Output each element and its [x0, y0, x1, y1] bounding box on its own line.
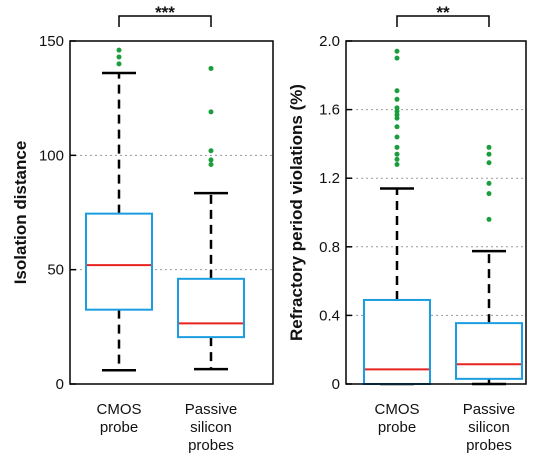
plot-frame [345, 40, 527, 385]
outlier-point [116, 47, 122, 53]
outlier-point [208, 65, 214, 71]
iqr-box [177, 277, 245, 339]
significance-label: *** [155, 3, 175, 22]
outlier-point [394, 112, 400, 118]
significance-bracket [118, 15, 212, 27]
outlier-point [394, 96, 400, 102]
category-label-line: CMOS [375, 401, 420, 418]
category-label: CMOS probe [375, 401, 420, 436]
iqr-box [363, 298, 431, 385]
panel-isolation-distance: 0 50 100 150 CMOS probe Passive silicon probes Is… [11, 3, 274, 454]
outlier-point [394, 115, 400, 121]
outlier-point [394, 156, 400, 162]
outlier-point [394, 48, 400, 54]
y-tick-label: 150 [39, 33, 64, 50]
outlier-point [394, 124, 400, 130]
y-tick-label: 100 [39, 147, 64, 164]
category-label-line: CMOS [97, 401, 142, 418]
y-tick-label: 1.6 [319, 102, 340, 119]
y-tick-label: 0 [56, 376, 64, 393]
y-tick-label: 0.8 [319, 239, 340, 256]
outlier-point [394, 108, 400, 114]
category-label-line: probe [378, 419, 416, 436]
category-label-line: silicon [190, 419, 232, 436]
outlier-point [486, 151, 492, 157]
outlier-point [208, 109, 214, 115]
category-label: CMOS probe [97, 401, 142, 436]
outlier-point [208, 157, 214, 163]
outlier-point [394, 134, 400, 140]
y-axis-title: Isolation distance [11, 141, 30, 285]
category-label-line: silicon [468, 419, 510, 436]
outlier-point [394, 88, 400, 94]
outlier-point [394, 55, 400, 61]
category-label-line: Passive [463, 401, 516, 418]
outlier-point [394, 161, 400, 167]
category-label-line: Passive [185, 401, 238, 418]
outlier-point [116, 61, 122, 67]
outlier-point [394, 105, 400, 111]
y-tick-label: 0 [332, 376, 340, 393]
category-label: Passive silicon probes [185, 401, 238, 454]
outlier-point [486, 191, 492, 197]
y-tick-label: 2.0 [319, 33, 340, 50]
iqr-box [85, 212, 153, 311]
plot-frame [69, 40, 274, 385]
outlier-point [486, 216, 492, 222]
outlier-point [208, 161, 214, 167]
y-tick-label: 1.2 [319, 170, 340, 187]
outlier-point [394, 144, 400, 150]
category-label: Passive silicon probes [463, 401, 516, 454]
outlier-point [486, 180, 492, 186]
outlier-point [486, 160, 492, 166]
outlier-point [116, 54, 122, 60]
category-label-line: probes [466, 437, 512, 454]
y-axis-title: Refractory period violations (%) [287, 84, 306, 341]
iqr-box [455, 322, 523, 380]
significance-bracket [396, 15, 490, 27]
significance-label: ** [436, 3, 450, 22]
category-label-line: probe [100, 419, 138, 436]
outlier-point [208, 148, 214, 154]
outlier-point [486, 144, 492, 150]
outlier-point [394, 151, 400, 157]
category-label-line: probes [188, 437, 234, 454]
y-tick-label: 0.4 [319, 307, 340, 324]
y-tick-label: 50 [47, 262, 64, 279]
